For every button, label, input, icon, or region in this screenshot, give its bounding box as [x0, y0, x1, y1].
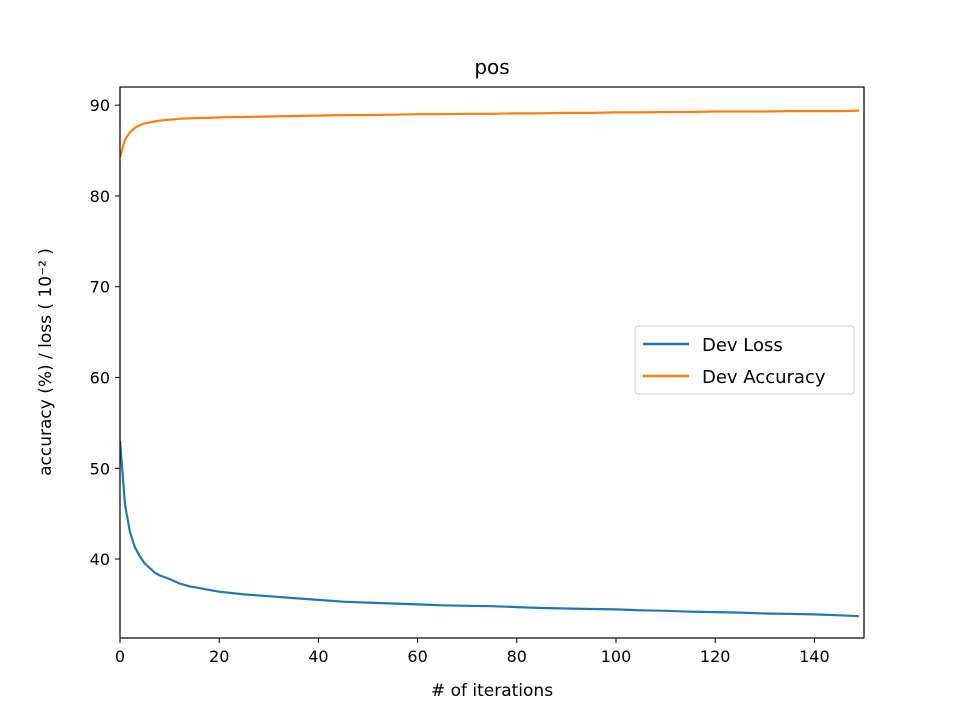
y-axis: 40 50 60 70 80 90 [90, 96, 120, 569]
series-line-dev-loss [120, 440, 860, 618]
series-layer [120, 109, 860, 618]
plot-area [119, 86, 865, 639]
x-tick-label: 140 [799, 647, 830, 666]
x-tick-label: 40 [308, 647, 328, 666]
y-tick-label: 80 [90, 187, 110, 206]
y-tick-label: 60 [90, 368, 110, 387]
y-tick-label: 70 [90, 278, 110, 297]
x-tick-label: 120 [700, 647, 731, 666]
x-axis-label: # of iterations [431, 681, 553, 701]
x-tick-label: 80 [507, 647, 527, 666]
legend: Dev Loss Dev Accuracy [634, 325, 855, 395]
x-tick-label: 60 [407, 647, 427, 666]
x-tick-label: 0 [115, 647, 125, 666]
y-tick-label: 90 [90, 96, 110, 115]
plot-frame [119, 86, 865, 639]
legend-label-dev-accuracy: Dev Accuracy [702, 367, 826, 388]
legend-box [634, 325, 855, 395]
x-axis: 0 20 40 60 80 100 120 140 [115, 638, 830, 666]
y-tick-label: 40 [90, 550, 110, 569]
y-axis-label: accuracy (%) / loss ( 10⁻² ) [36, 248, 56, 476]
chart-title: pos [474, 55, 509, 79]
x-tick-label: 20 [209, 647, 229, 666]
series-line-dev-accuracy [120, 109, 860, 158]
legend-label-dev-loss: Dev Loss [702, 335, 783, 356]
y-tick-label: 50 [90, 459, 110, 478]
x-tick-label: 100 [601, 647, 632, 666]
